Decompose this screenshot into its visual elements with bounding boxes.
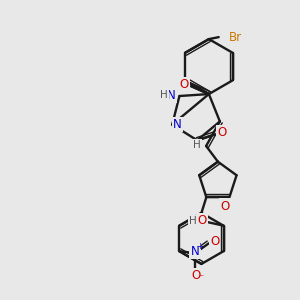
Text: ⁻: ⁻ (198, 274, 203, 284)
Text: N: N (167, 88, 176, 101)
Text: O: O (191, 269, 201, 282)
Text: O: O (180, 78, 189, 91)
Text: O: O (197, 214, 207, 227)
Text: H: H (160, 90, 168, 100)
Text: Br: Br (229, 31, 242, 44)
Text: H: H (194, 140, 201, 150)
Text: N: N (173, 118, 182, 131)
Text: +: + (196, 242, 203, 251)
Text: H: H (189, 216, 197, 226)
Text: O: O (220, 200, 229, 212)
Text: N: N (191, 245, 200, 258)
Text: O: O (210, 235, 219, 248)
Text: O: O (217, 126, 226, 139)
